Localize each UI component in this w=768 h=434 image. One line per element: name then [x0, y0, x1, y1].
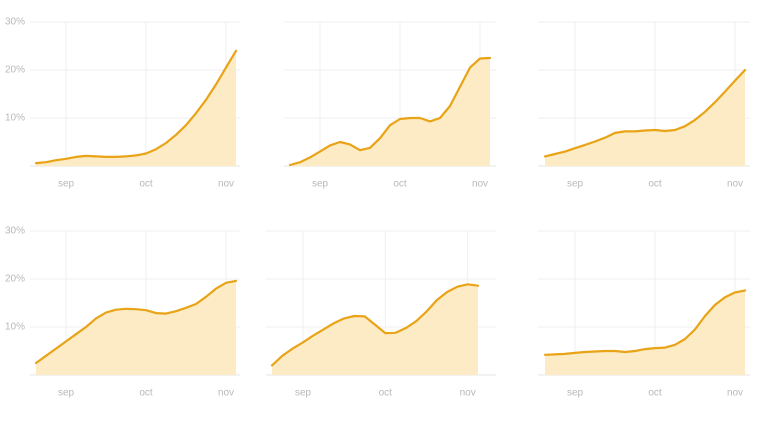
x-tick-label: oct: [139, 179, 153, 190]
x-tick-label: sep: [58, 179, 75, 190]
line: [543, 289, 747, 356]
x-tick-label: nov: [460, 388, 476, 399]
x-tick-label: oct: [648, 179, 662, 190]
area: [272, 284, 478, 375]
area: [36, 50, 236, 166]
x-tick-label: sep: [567, 179, 584, 190]
y-tick-label: 30%: [5, 226, 25, 237]
x-tick-label: oct: [379, 388, 393, 399]
line: [543, 68, 747, 158]
area: [545, 290, 745, 375]
x-tick-label: sep: [58, 388, 75, 399]
y-tick-label: 30%: [5, 17, 25, 28]
area: [36, 280, 236, 375]
x-tick-label: oct: [139, 388, 153, 399]
line: [34, 279, 238, 365]
x-tick-label: sep: [312, 179, 329, 190]
x-tick-label: nov: [727, 388, 743, 399]
x-tick-label: sep: [567, 388, 584, 399]
x-tick-label: nov: [472, 179, 488, 190]
x-tick-label: nov: [218, 179, 234, 190]
line: [34, 49, 238, 165]
x-tick-label: oct: [648, 388, 662, 399]
line: [288, 56, 492, 167]
y-tick-label: 10%: [5, 322, 25, 333]
line: [270, 283, 480, 367]
x-tick-label: nov: [727, 179, 743, 190]
x-tick-label: nov: [218, 388, 234, 399]
y-tick-label: 20%: [5, 274, 25, 285]
area: [290, 58, 490, 166]
y-tick-label: 20%: [5, 65, 25, 76]
x-tick-label: oct: [393, 179, 407, 190]
y-tick-label: 10%: [5, 113, 25, 124]
x-tick-label: sep: [295, 388, 312, 399]
